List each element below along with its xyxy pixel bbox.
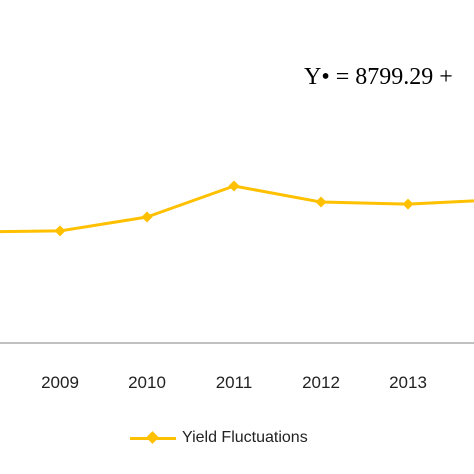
x-tick-label: 2013 bbox=[389, 373, 427, 392]
series-layer bbox=[0, 180, 474, 237]
data-point-2011 bbox=[228, 180, 240, 192]
series-line-yield-fluctuations bbox=[0, 184, 474, 234]
x-tick-label: 2011 bbox=[216, 373, 253, 392]
data-point-2013 bbox=[402, 198, 414, 210]
legend: Yield Fluctuations bbox=[130, 427, 308, 449]
data-point-2010 bbox=[141, 211, 153, 223]
trend-equation-annotation: Y• = 8799.29 + bbox=[304, 64, 453, 90]
x-tick-label: 2012 bbox=[302, 373, 340, 392]
x-tick-label: 2010 bbox=[128, 373, 166, 392]
data-point-2012 bbox=[315, 196, 327, 208]
x-tick-label: 2009 bbox=[41, 373, 79, 392]
x-tick-labels: 200920102011201220132 bbox=[41, 373, 427, 392]
data-point-2009 bbox=[54, 225, 66, 237]
legend-label: Yield Fluctuations bbox=[182, 429, 308, 446]
legend-diamond-marker bbox=[146, 431, 159, 444]
legend-swatch bbox=[130, 427, 176, 449]
